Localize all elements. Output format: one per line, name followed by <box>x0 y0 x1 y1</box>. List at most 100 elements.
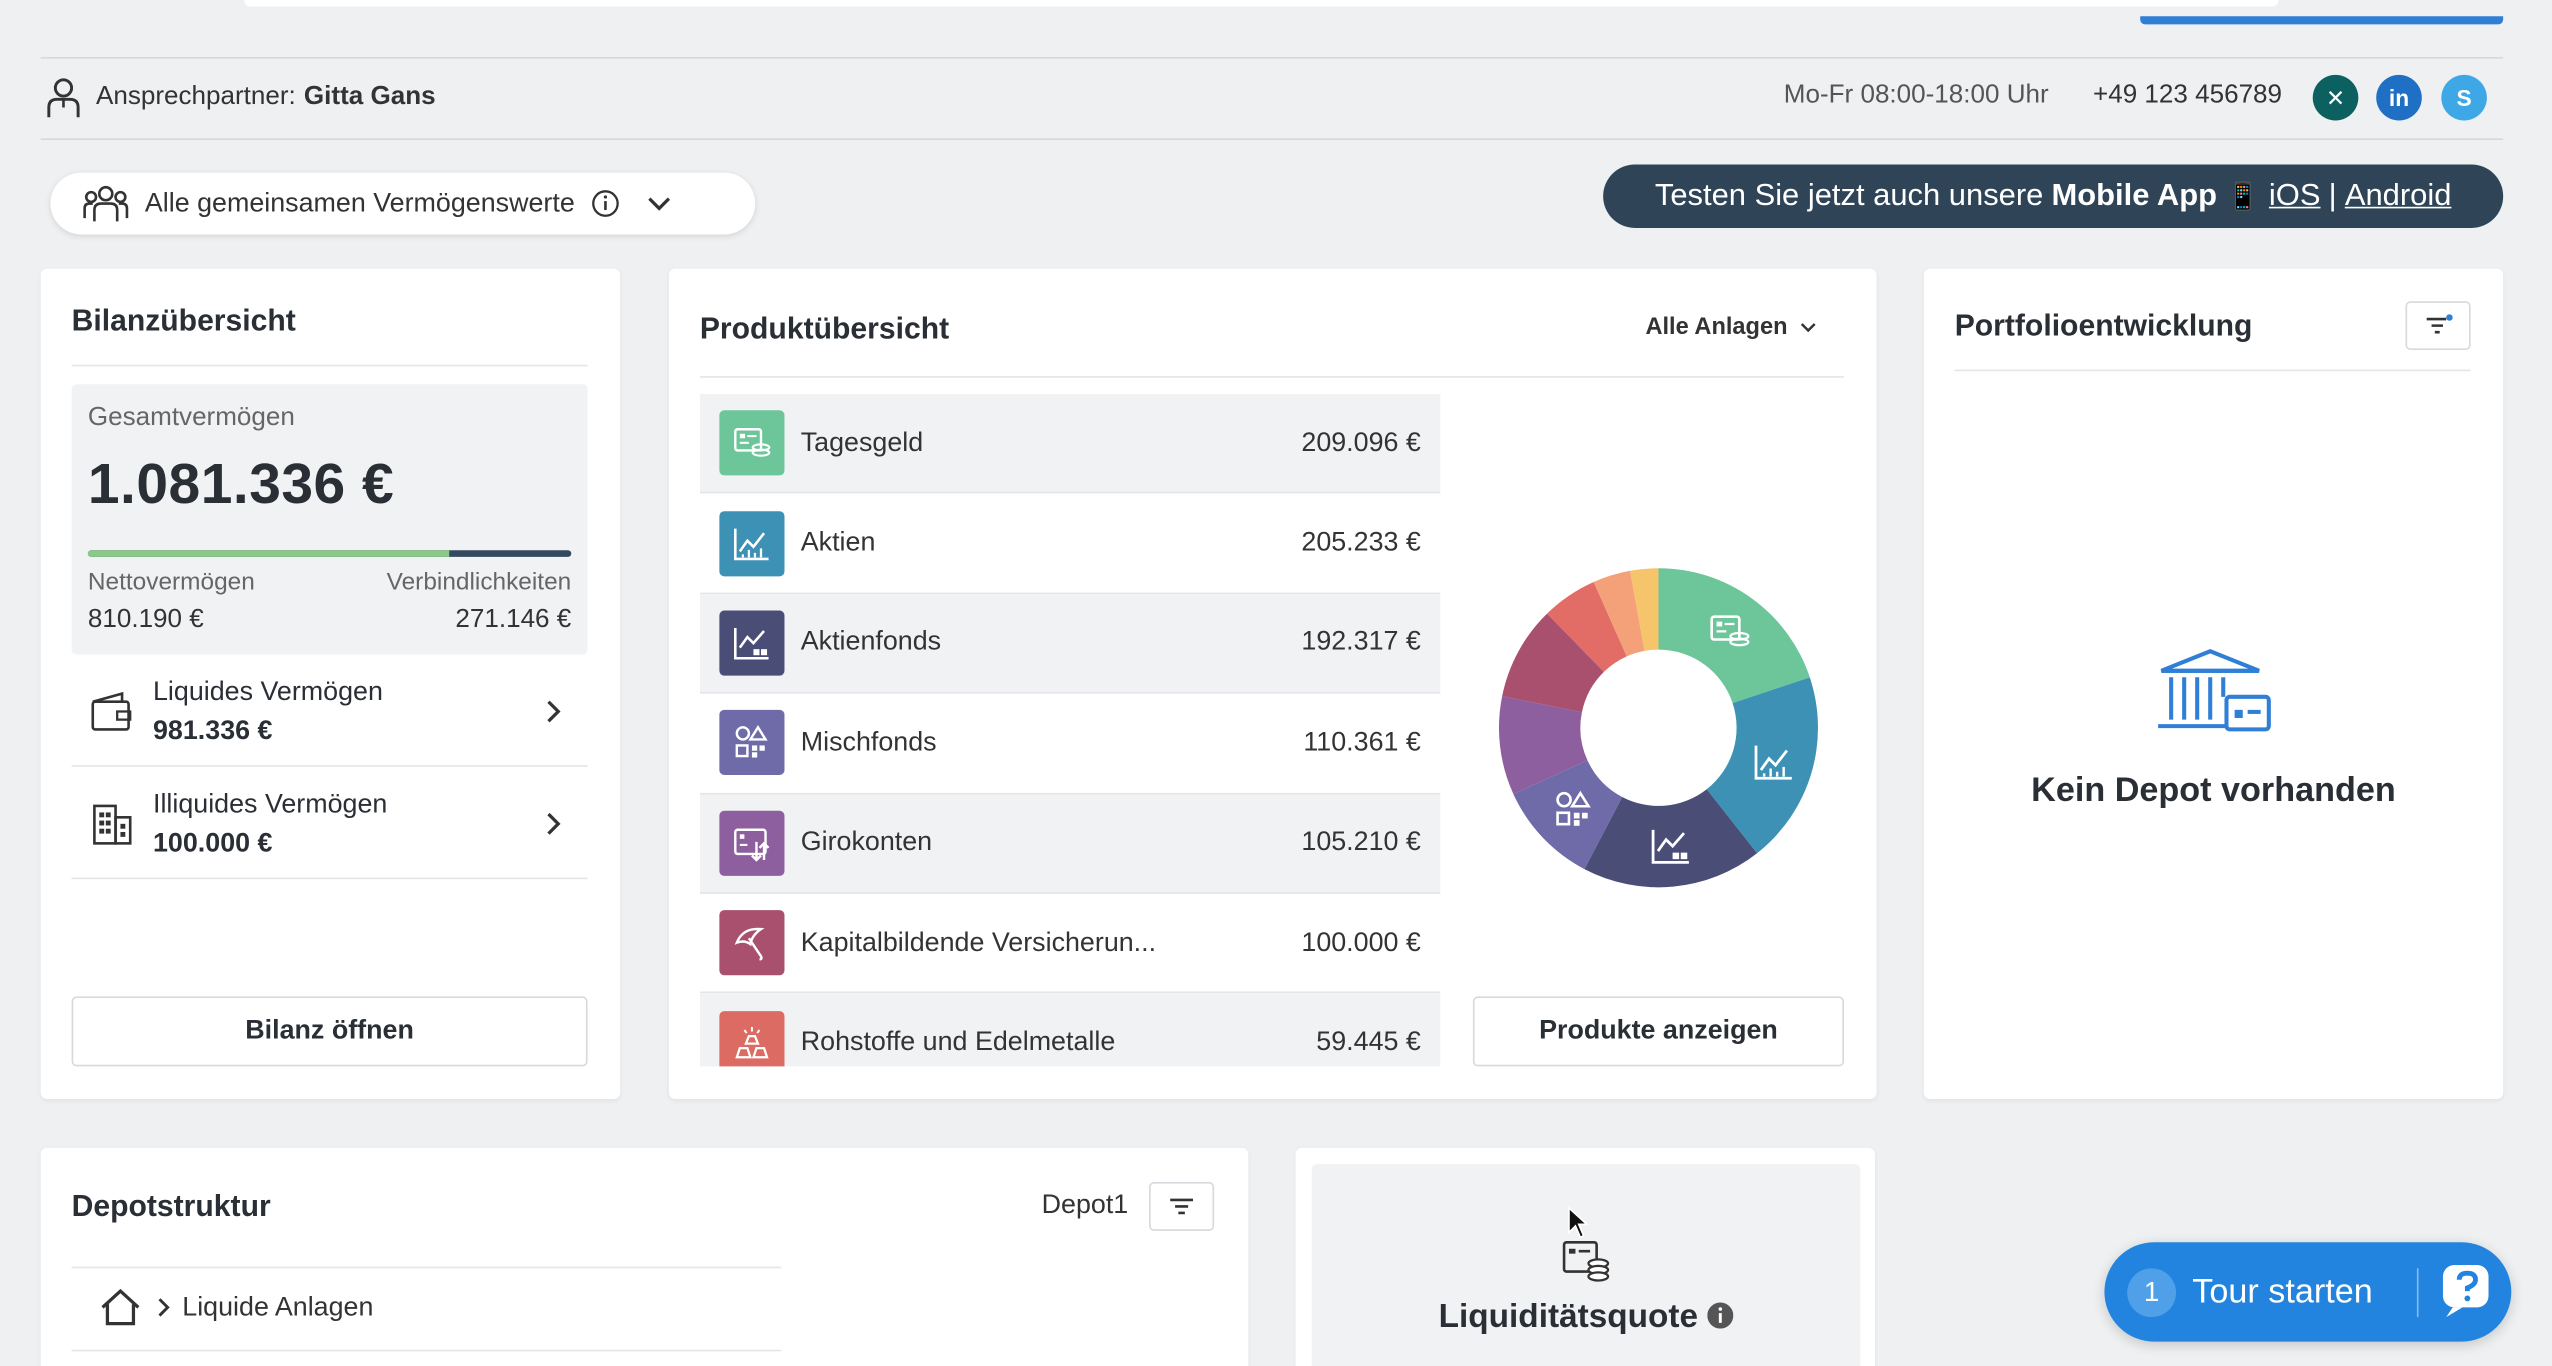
divider <box>699 376 1845 378</box>
banner-bold: Mobile App <box>2051 178 2217 213</box>
donut-slice[interactable] <box>1584 789 1758 888</box>
skype-icon[interactable]: S <box>2441 74 2487 121</box>
divider <box>1954 369 2471 372</box>
liquid-assets-value: 981.336 € <box>152 715 273 745</box>
product-value: 110.361 € <box>1303 727 1421 757</box>
top-search-strip <box>244 0 2279 7</box>
cash-icon <box>1562 1240 1610 1282</box>
product-value: 192.317 € <box>1301 627 1421 657</box>
product-value: 59.445 € <box>1316 1027 1421 1057</box>
liquidity-panel <box>1311 1164 1861 1366</box>
info-icon[interactable] <box>591 189 620 218</box>
depot-filter-button[interactable] <box>1149 1182 1215 1231</box>
bank-icon <box>2158 649 2271 732</box>
total-assets-value: 1.081.336 € <box>87 452 395 517</box>
product-row[interactable]: Girokonten 105.210 € <box>699 793 1441 894</box>
show-products-button[interactable]: Produkte anzeigen <box>1472 996 1845 1067</box>
donut-slice[interactable] <box>1593 570 1645 657</box>
product-row[interactable]: Aktien 205.233 € <box>699 494 1441 594</box>
net-assets-fill <box>87 550 450 557</box>
asset-scope-dropdown[interactable]: Alle gemeinsamen Vermögenswerte <box>50 172 756 235</box>
divider <box>71 364 588 367</box>
filter-icon <box>1170 1198 1193 1215</box>
product-row[interactable]: Mischfonds 110.361 € <box>699 694 1441 794</box>
divider <box>40 56 2504 59</box>
building-icon <box>93 803 132 844</box>
total-assets-box: Gesamtvermögen 1.081.336 € Nettovermögen… <box>71 384 588 655</box>
divider <box>71 1266 782 1269</box>
liabilities-value: 271.146 € <box>455 605 572 634</box>
donut-slice[interactable] <box>1502 613 1604 713</box>
no-depot-message: Kein Depot vorhanden <box>2031 771 2396 810</box>
net-assets-value: 810.190 € <box>87 605 204 634</box>
net-assets-label: Nettovermögen <box>87 568 255 596</box>
product-filter-dropdown[interactable]: Alle Anlagen <box>1645 314 1817 340</box>
info-icon[interactable] <box>1707 1302 1734 1329</box>
illiquid-assets-row[interactable]: Illiquides Vermögen 100.000 € <box>71 768 588 880</box>
stock-chart-icon <box>719 510 785 576</box>
donut-slice[interactable] <box>1630 568 1659 651</box>
donut-slice[interactable] <box>1658 568 1810 704</box>
product-value: 100.000 € <box>1301 927 1421 957</box>
group-icon <box>83 185 129 222</box>
contact-label: Ansprechpartner: <box>96 83 296 111</box>
product-name: Tagesgeld <box>800 427 924 457</box>
mobile-phone-icon: 📱 <box>2226 183 2260 211</box>
open-balance-button[interactable]: Bilanz öffnen <box>71 996 588 1067</box>
product-row[interactable]: Rohstoffe und Edelmetalle 59.445 € <box>699 993 1441 1067</box>
liquid-assets-row[interactable]: Liquides Vermögen 981.336 € <box>71 656 588 767</box>
depot-selector[interactable]: Depot1 <box>1041 1190 1129 1220</box>
portfolio-card <box>1923 268 2504 1099</box>
portfolio-filter-button[interactable] <box>2405 301 2471 351</box>
wallet-icon <box>91 691 132 730</box>
product-value: 205.233 € <box>1301 527 1421 557</box>
product-name: Girokonten <box>800 827 933 857</box>
product-name: Aktienfonds <box>800 627 942 657</box>
product-row[interactable]: Kapitalbildende Versicherun... 100.000 € <box>699 894 1441 994</box>
filter-icon <box>2426 314 2453 334</box>
contact-person: Ansprechpartner: Gitta Gans <box>44 75 436 121</box>
balance-title: Bilanzübersicht <box>71 302 296 338</box>
product-value: 209.096 € <box>1301 427 1421 457</box>
transfer-icon <box>719 810 785 876</box>
product-title: Produktübersicht <box>699 310 950 346</box>
linkedin-icon[interactable]: in <box>2376 74 2422 121</box>
donut-slice[interactable] <box>1706 677 1818 854</box>
depot-breadcrumb[interactable]: Liquide Anlagen <box>98 1286 374 1328</box>
home-icon <box>101 1288 140 1326</box>
banner-text: Testen Sie jetzt auch unsere <box>1654 178 2044 213</box>
stock-chart-icon <box>1754 745 1792 780</box>
donut-slice[interactable] <box>1498 696 1588 795</box>
top-accent-bar <box>2140 16 2504 25</box>
divider <box>71 1349 782 1352</box>
donut-slice[interactable] <box>1547 581 1627 672</box>
phone-number[interactable]: +49 123 456789 <box>2093 81 2283 110</box>
chevron-down-icon <box>1801 323 1817 333</box>
android-link[interactable]: Android <box>2344 178 2452 213</box>
product-name: Mischfonds <box>800 727 937 757</box>
banner-separator: | <box>2328 178 2337 213</box>
start-tour-button[interactable]: 1 Tour starten <box>2104 1242 2512 1342</box>
depot-structure-title: Depotstruktur <box>71 1188 271 1223</box>
help-chat-icon[interactable] <box>2440 1262 2495 1321</box>
gold-bars-icon <box>719 1010 785 1067</box>
mobile-app-banner: Testen Sie jetzt auch unsere Mobile App … <box>1603 164 2504 228</box>
product-row[interactable]: Tagesgeld 209.096 € <box>699 394 1441 494</box>
mouse-cursor-icon <box>1568 1206 1589 1239</box>
total-assets-label: Gesamtvermögen <box>87 403 295 432</box>
product-donut-chart <box>1498 568 1818 888</box>
chevron-down-icon <box>648 197 671 211</box>
liabilities-label: Verbindlichkeiten <box>386 568 572 596</box>
shapes-icon <box>719 710 785 776</box>
fund-chart-icon <box>719 610 785 676</box>
divider <box>2416 1268 2419 1318</box>
xing-icon[interactable]: ✕ <box>2312 74 2359 121</box>
chevron-right-icon <box>158 1298 170 1317</box>
office-hours: Mo-Fr 08:00-18:00 Uhr <box>1783 81 2049 110</box>
chevron-right-icon <box>547 812 561 835</box>
liquidity-title-row: Liquiditätsquote <box>1312 1298 1860 1337</box>
cash-icon <box>719 410 785 476</box>
product-row[interactable]: Aktienfonds 192.317 € <box>699 593 1441 694</box>
ios-link[interactable]: iOS <box>2268 178 2321 213</box>
